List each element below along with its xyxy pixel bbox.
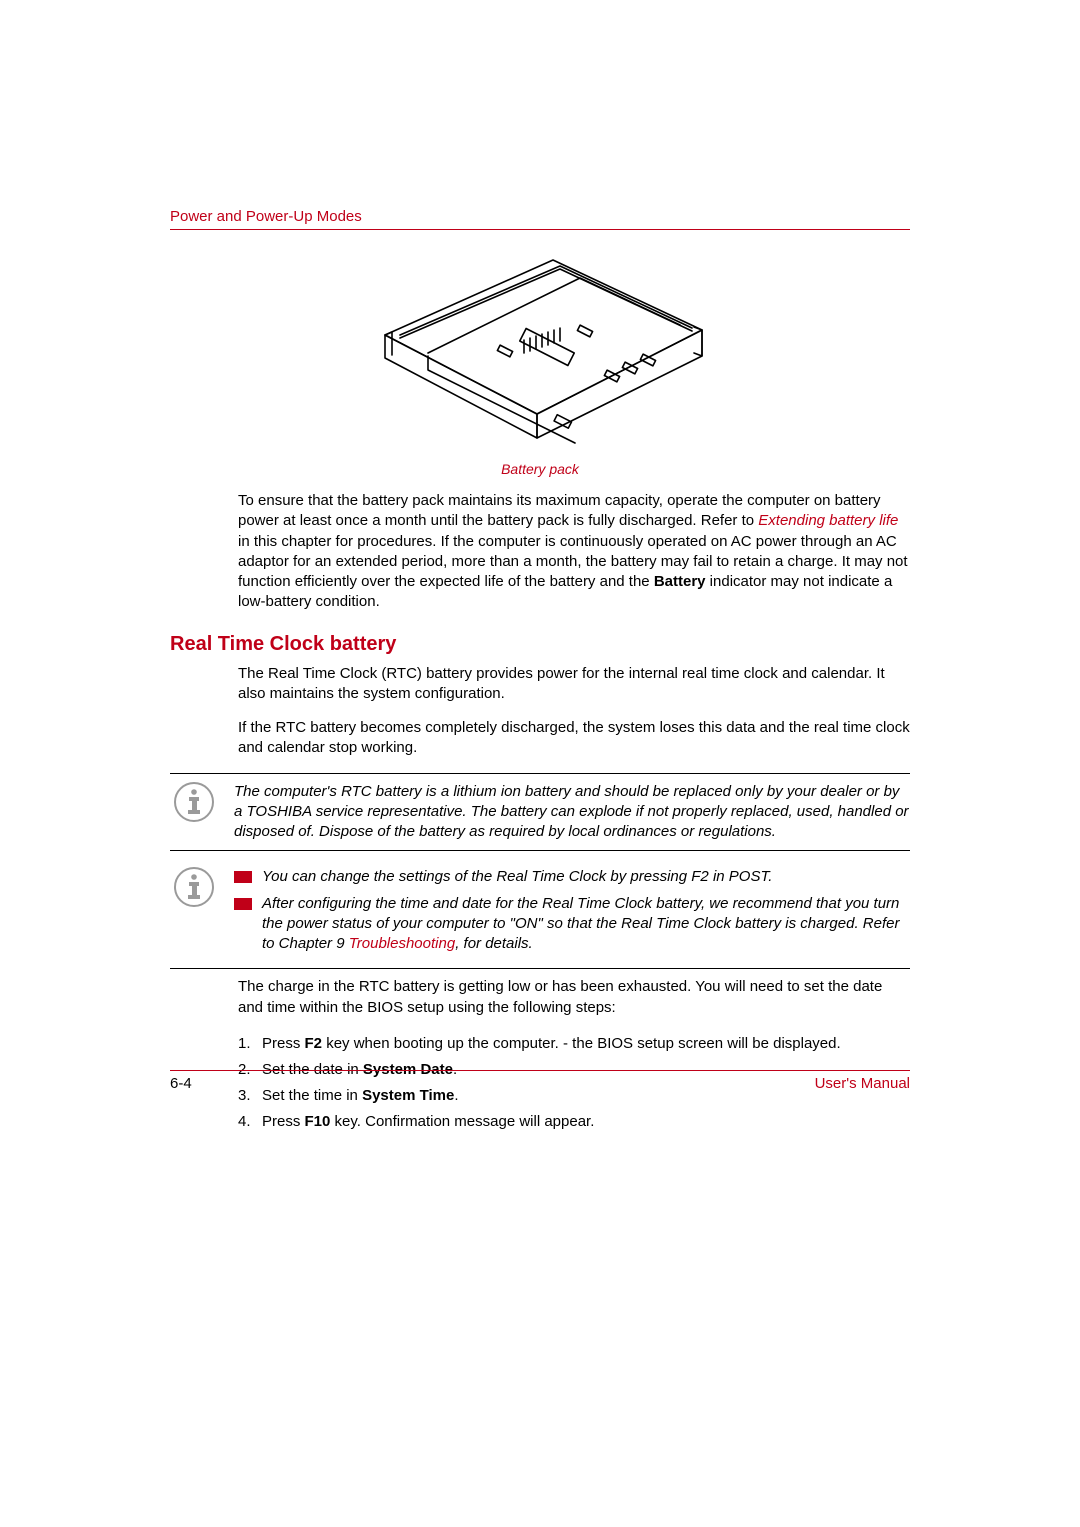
note-text: The computer's RTC battery is a lithium …: [234, 782, 910, 843]
note-item-text: You can change the settings of the Real …: [262, 867, 910, 887]
page: Power and Power-Up Modes: [0, 0, 1080, 1527]
note-block-2: You can change the settings of the Real …: [170, 859, 910, 969]
manual-label: User's Manual: [815, 1075, 910, 1092]
heading-rtc-battery: Real Time Clock battery: [170, 633, 910, 656]
note-bullet-item: After configuring the time and date for …: [234, 894, 910, 955]
page-footer: 6-4 User's Manual: [170, 1070, 910, 1092]
link-extending-battery-life[interactable]: Extending battery life: [758, 512, 898, 529]
step-number: 4.: [238, 1110, 262, 1134]
bullet-icon: [234, 898, 252, 910]
info-icon: [170, 782, 218, 843]
bullet-icon: [234, 871, 252, 883]
battery-pack-illustration: [370, 258, 710, 448]
step-number: 1.: [238, 1032, 262, 1056]
chapter-header: Power and Power-Up Modes: [170, 208, 910, 230]
step-text: Press F2 key when booting up the compute…: [262, 1032, 910, 1056]
bold-battery: Battery: [654, 573, 706, 590]
note-bullet-item: You can change the settings of the Real …: [234, 867, 910, 887]
paragraph-rtc-steps-intro: The charge in the RTC battery is getting…: [238, 977, 910, 1018]
paragraph-battery-maintenance: To ensure that the battery pack maintain…: [238, 491, 910, 613]
battery-figure: [170, 258, 910, 453]
paragraph-rtc-intro: The Real Time Clock (RTC) battery provid…: [238, 664, 910, 705]
text: , for details.: [455, 935, 533, 952]
note-content: You can change the settings of the Real …: [234, 867, 910, 960]
page-number: 6-4: [170, 1075, 192, 1092]
list-item: 1. Press F2 key when booting up the comp…: [238, 1032, 910, 1056]
link-troubleshooting[interactable]: Troubleshooting: [349, 935, 455, 952]
note-block-1: The computer's RTC battery is a lithium …: [170, 773, 910, 852]
info-icon: [170, 867, 218, 960]
paragraph-rtc-discharge: If the RTC battery becomes completely di…: [238, 718, 910, 759]
list-item: 4. Press F10 key. Confirmation message w…: [238, 1110, 910, 1134]
note-item-text: After configuring the time and date for …: [262, 894, 910, 955]
step-text: Press F10 key. Confirmation message will…: [262, 1110, 910, 1134]
figure-caption: Battery pack: [170, 461, 910, 477]
